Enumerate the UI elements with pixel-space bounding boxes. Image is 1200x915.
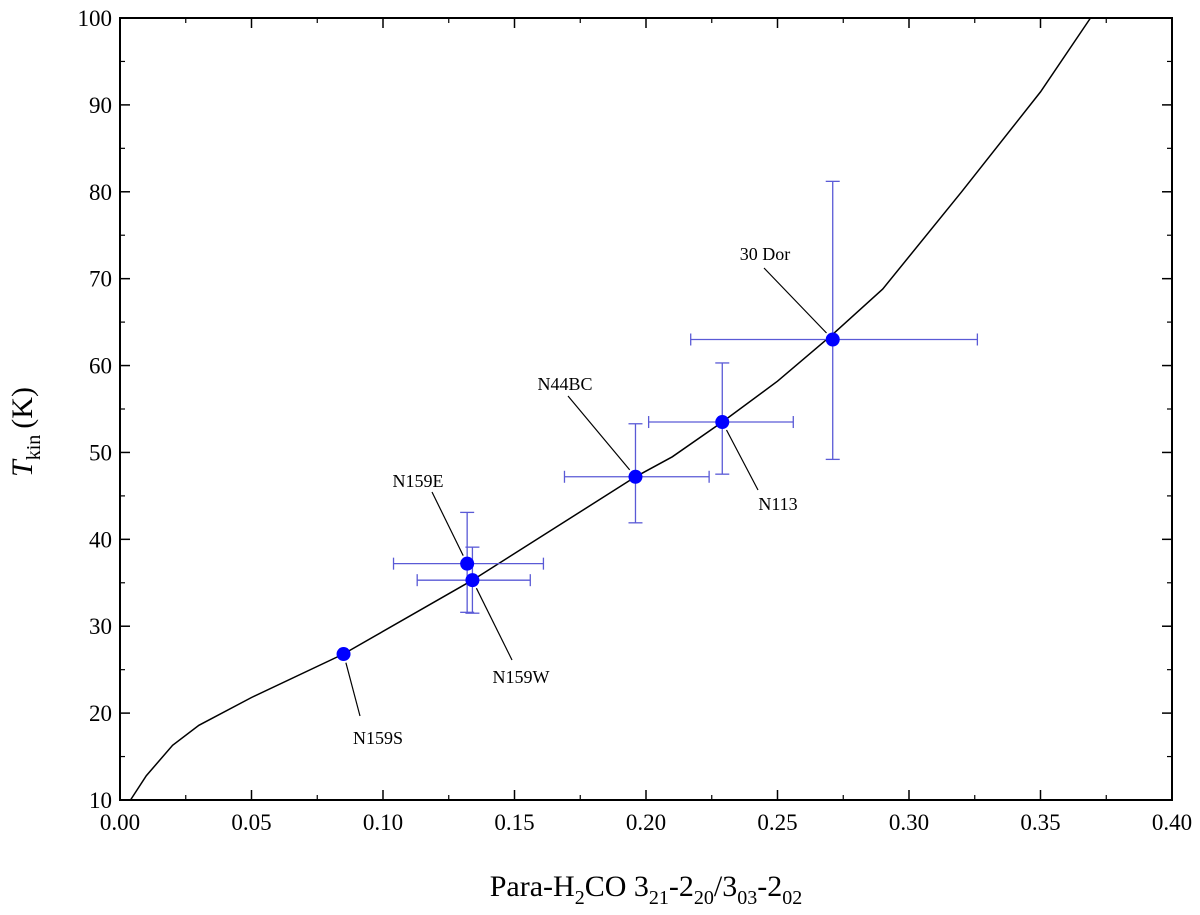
data-points (336, 332, 840, 662)
leader-line (345, 662, 361, 717)
y-tick-labels: 10 20 30 40 50 60 70 80 90 100 (78, 6, 113, 813)
point-label: N159S (353, 728, 403, 748)
y-tick-label: 50 (89, 440, 112, 465)
y-tick-label: 30 (89, 614, 112, 639)
leader-line (567, 395, 631, 471)
y-tick-label: 90 (89, 93, 112, 118)
y-tick-label: 60 (89, 354, 112, 379)
x-tick-label: 0.15 (494, 810, 534, 835)
y-tick-label: 100 (78, 6, 113, 31)
y-tick-label: 70 (89, 267, 112, 292)
y-tick-label: 20 (89, 701, 112, 726)
error-bars (392, 180, 979, 614)
x-tick-labels: 0.00 0.05 0.10 0.15 0.20 0.25 0.30 0.35 0.40 (100, 810, 1192, 835)
temperature-curve (129, 17, 1092, 801)
data-point (465, 573, 480, 588)
leader-line (431, 491, 464, 556)
y-tick-label: 10 (89, 788, 112, 813)
y-tick-label: 80 (89, 180, 112, 205)
leader-line (725, 429, 759, 491)
y-axis-title: Tkin(K) (6, 387, 45, 477)
label-n159e: N159E (393, 471, 464, 556)
label-n159w: N159W (475, 587, 550, 687)
y-tick-label: 40 (89, 527, 112, 552)
x-tick-label: 0.20 (626, 810, 666, 835)
data-point (715, 415, 730, 430)
data-point (628, 469, 643, 484)
label-30dor: 30 Dor (740, 244, 827, 334)
x-axis-title: Para-H2CO 321-220/303-202 (490, 870, 803, 909)
x-tick-label: 0.40 (1152, 810, 1192, 835)
x-tick-label: 0.25 (757, 810, 797, 835)
data-point (825, 332, 840, 347)
x-tick-label: 0.10 (363, 810, 403, 835)
label-n113: N113 (725, 429, 798, 514)
x-tick-label: 0.35 (1020, 810, 1060, 835)
x-tick-label: 0.00 (100, 810, 140, 835)
axis-ticks (119, 17, 1173, 801)
label-n159s: N159S (345, 662, 403, 748)
data-point (336, 647, 351, 662)
data-point (460, 556, 475, 571)
point-label: N159E (393, 471, 444, 491)
label-n44bc: N44BC (537, 374, 631, 471)
x-tick-label: 0.05 (231, 810, 271, 835)
point-label: N159W (493, 667, 550, 687)
point-label: N44BC (537, 374, 592, 394)
leader-line (763, 267, 827, 334)
point-label: N113 (758, 494, 797, 514)
leader-line (475, 587, 513, 661)
plot-frame (119, 17, 1173, 801)
point-label: 30 Dor (740, 244, 791, 264)
x-tick-label: 0.30 (889, 810, 929, 835)
